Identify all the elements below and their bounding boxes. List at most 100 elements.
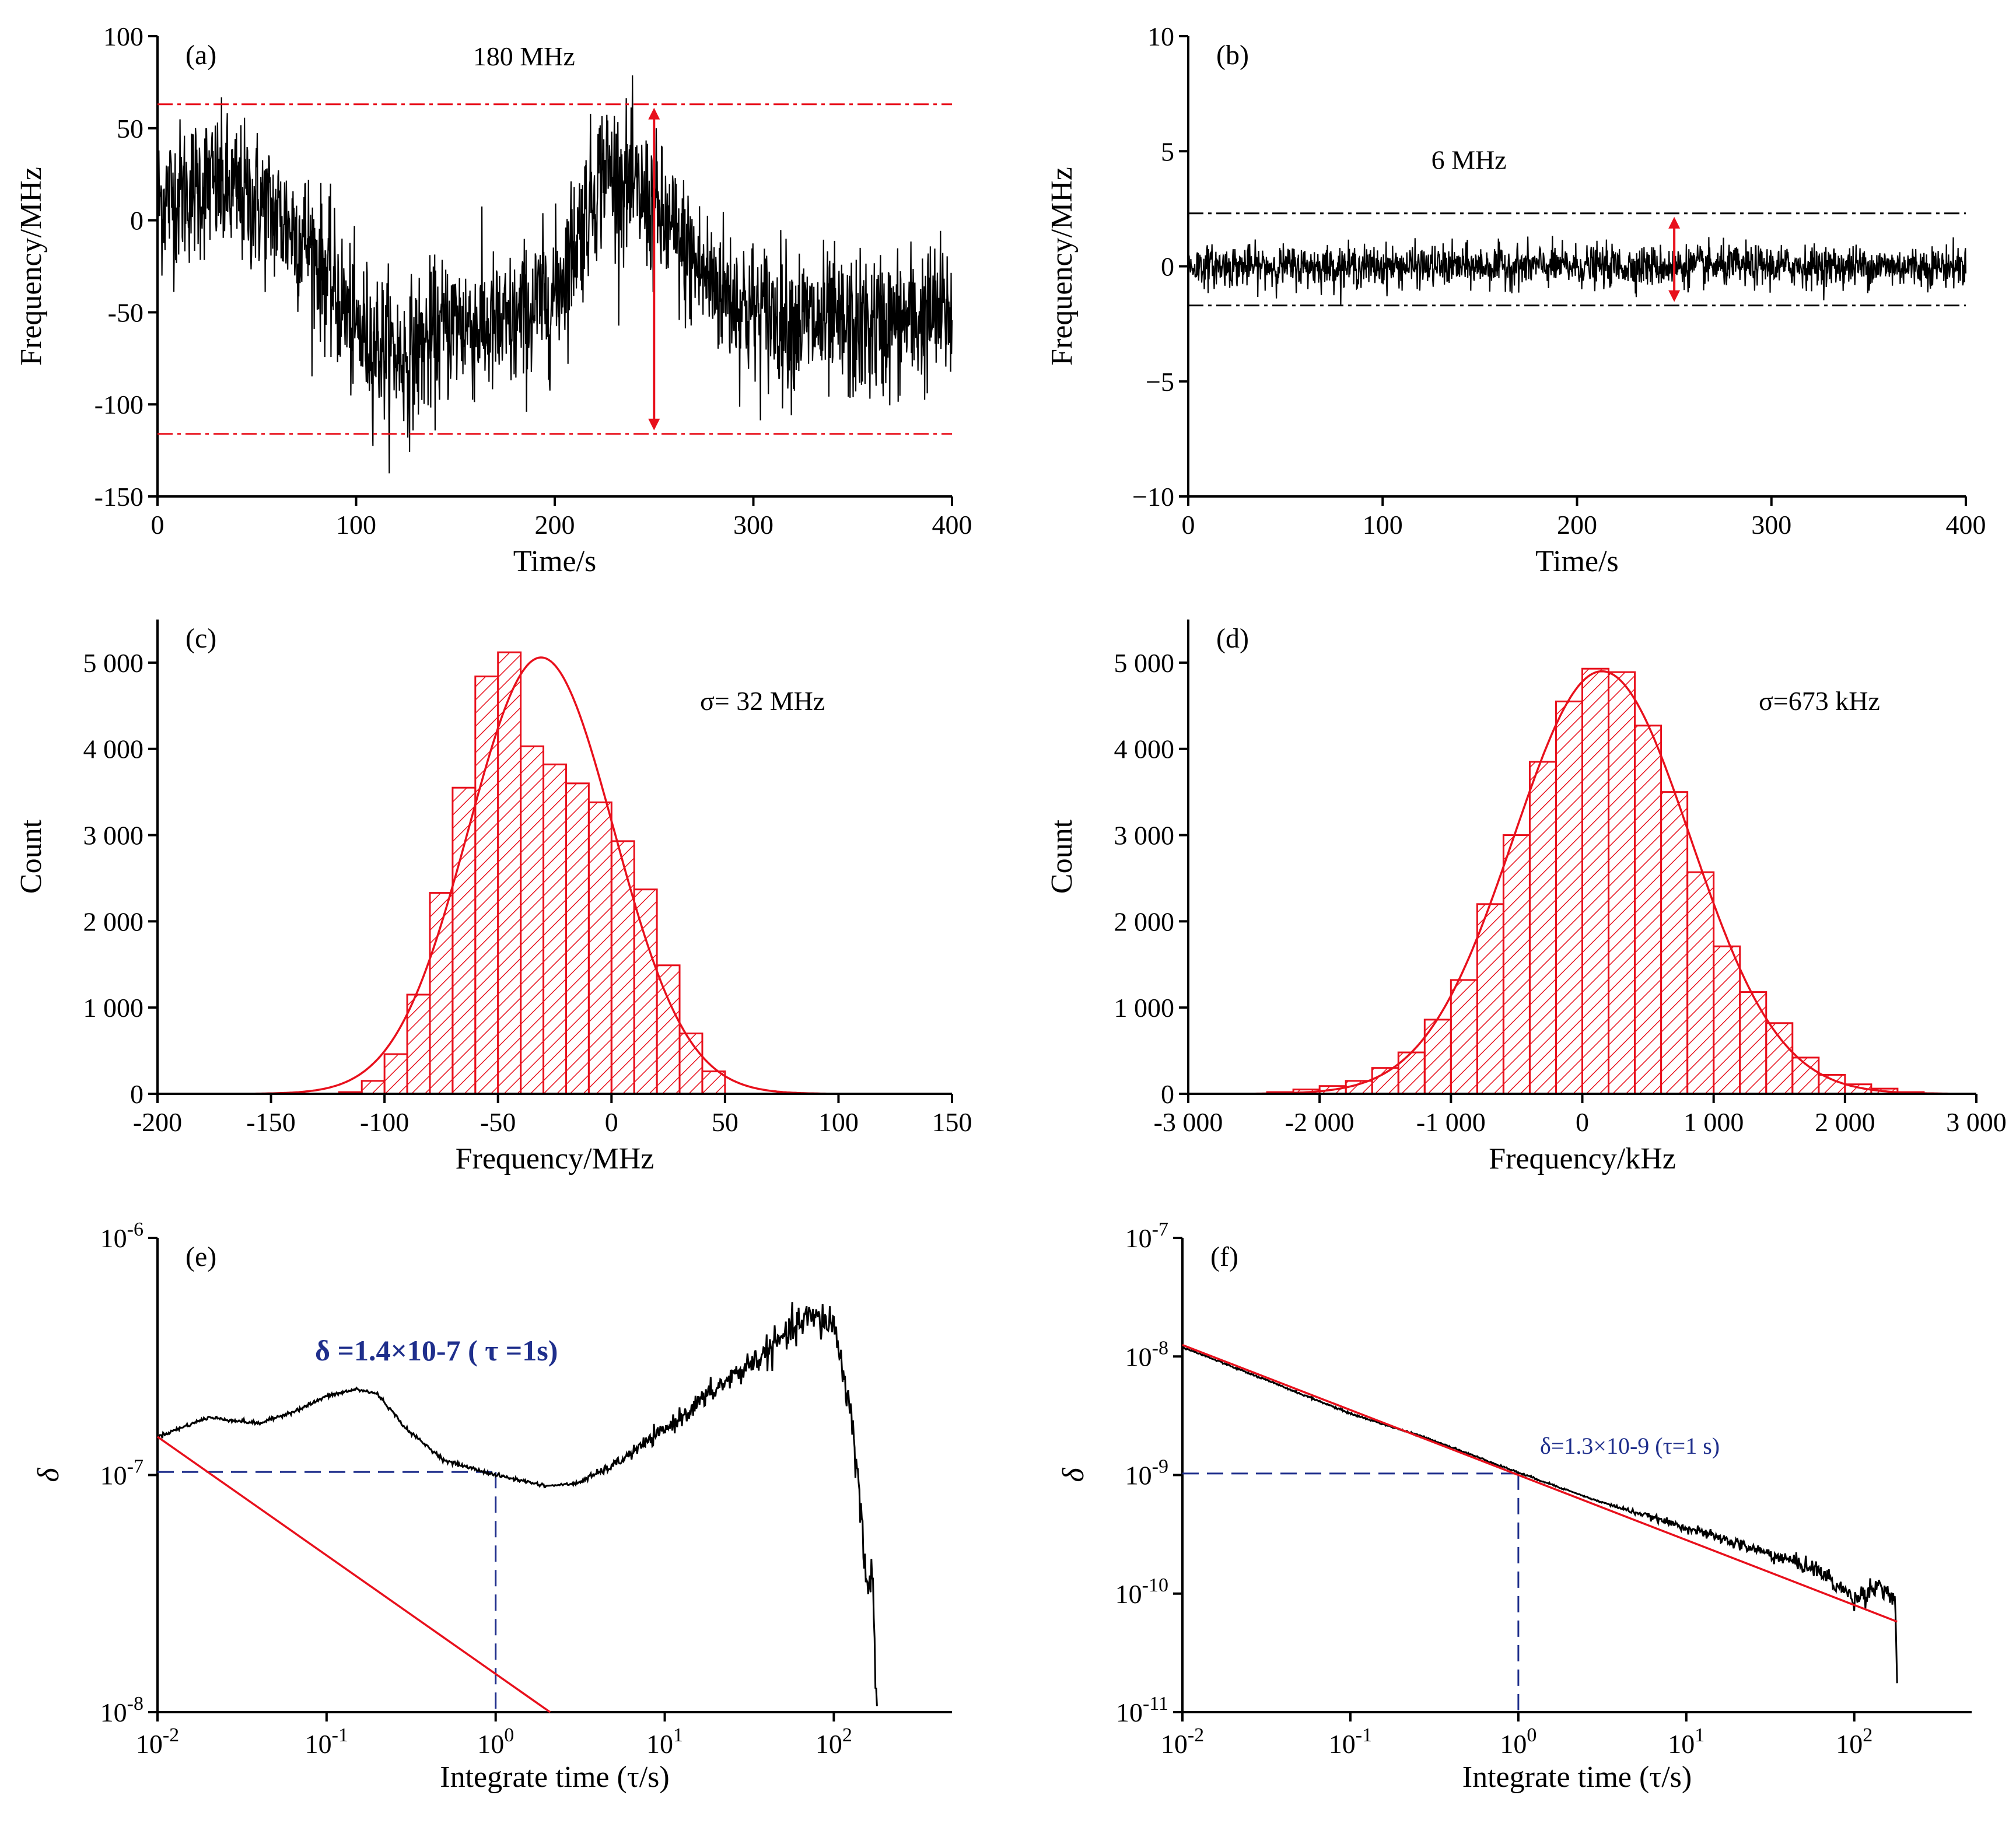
panel-c-bar	[406, 993, 431, 1095]
panel-c-bar	[383, 1053, 408, 1095]
panel-c-y-tick-label: 3 000	[83, 821, 144, 851]
panel-e-x-axis-label: Integrate time (τ/s)	[440, 1761, 669, 1794]
panel-c-bar	[610, 840, 635, 1095]
panel-c-bar	[656, 964, 681, 1095]
panel-d-bar	[1765, 1022, 1794, 1095]
panel-e-x-tick-label: 10-2	[136, 1724, 179, 1759]
panel-b-x-axis-label: Time/s	[1535, 545, 1619, 578]
panel-e-y-tick-label: 10-6	[100, 1219, 144, 1253]
panel-d-bar	[1739, 991, 1768, 1095]
panel-d-gaussian-fit	[1188, 670, 1976, 1095]
panel-c-bar	[452, 786, 477, 1095]
panel-e-fit-line	[156, 1436, 551, 1713]
panel-b-label: (b)	[1216, 40, 1249, 71]
panel-b-x-tick-label: 300	[1751, 510, 1791, 540]
panel-f-y-tick-label: 10-7	[1125, 1219, 1168, 1253]
panel-d-bar	[1528, 761, 1557, 1095]
panel-d-bar	[1476, 903, 1504, 1095]
panel-d-x-axis-label: Frequency/kHz	[1489, 1142, 1676, 1175]
panel-e-label: (e)	[186, 1241, 216, 1272]
panel-f-y-tick-label: 10-11	[1116, 1693, 1168, 1727]
panel-a-x-tick-label: 0	[151, 510, 164, 540]
panel-b-y-tick-label: 0	[1161, 252, 1174, 282]
panel-b-y-tick-label: −5	[1146, 367, 1174, 397]
panel-c-bar	[542, 763, 567, 1095]
panel-d-x-tick-label: 2 000	[1815, 1107, 1875, 1137]
panel-f-y-tick-label: 10-10	[1115, 1574, 1168, 1609]
panel-e-y-tick-label: 10-8	[100, 1693, 144, 1727]
panel-d-y-tick-label: 5 000	[1114, 648, 1175, 678]
panel-b-trace	[1187, 236, 1967, 305]
panel-a-y-tick-label: 0	[130, 206, 144, 236]
panel-e-y-axis-label: δ	[32, 1468, 65, 1482]
panel-e-x-tick-label: 10-1	[305, 1724, 348, 1759]
panel-b-y-axis-label: Frequency/MHz	[1045, 167, 1079, 366]
panel-f-delta-annotation: δ=1.3×10-9 (τ=1 s)	[1540, 1433, 1720, 1459]
panel-d-y-axis-label: Count	[1045, 819, 1079, 894]
panel-a-y-tick-label: 100	[103, 22, 144, 51]
panel-e-y-tick-label: 10-7	[100, 1456, 144, 1490]
panel-b-x-tick-label: 100	[1363, 510, 1403, 540]
panel-c-y-tick-label: 1 000	[83, 993, 144, 1023]
panel-d-x-tick-label: 1 000	[1684, 1107, 1744, 1137]
panel-c-y-tick-label: 5 000	[83, 648, 144, 678]
panel-c-x-tick-label: 150	[932, 1107, 972, 1137]
panel-e-x-tick-label: 100	[477, 1724, 514, 1759]
panel-f: 10-2 10-1 100 101 102 10-11 10-10 10-9 10-8 10-7 δ…	[1057, 1219, 1972, 1794]
panel-e-x-tick-label: 101	[646, 1724, 683, 1759]
panel-c-x-axis-label: Frequency/MHz	[456, 1142, 654, 1175]
panel-b: 0 100 200 300 400 −10 −5 0 5 10 6 MHz (b) Time/s Freq…	[1045, 22, 1986, 578]
panel-a-x-tick-label: 200	[535, 510, 575, 540]
panel-d-y-tick-label: 0	[1161, 1079, 1174, 1109]
panel-f-y-tick-label: 10-8	[1125, 1337, 1168, 1371]
panel-d-x-tick-label: -1 000	[1416, 1107, 1486, 1137]
panel-c-y-tick-label: 0	[130, 1079, 144, 1109]
panel-d-label: (d)	[1216, 623, 1249, 654]
panel-f-x-tick-label: 10-2	[1161, 1724, 1204, 1759]
panel-d-y-tick-label: 1 000	[1114, 993, 1175, 1023]
panel-c-y-tick-label: 4 000	[83, 734, 144, 764]
panel-c-x-tick-label: -200	[133, 1107, 182, 1137]
panel-e: 10-2 10-1 100 101 102 10-8 10-7 10-6 δ =1.4×10-7…	[32, 1219, 952, 1794]
panel-c-bar	[520, 745, 545, 1095]
panel-c-bar	[633, 888, 658, 1095]
panel-d-bar	[1450, 979, 1478, 1095]
panel-c-bar	[360, 1080, 386, 1095]
panel-a-y-tick-label: -50	[108, 298, 144, 327]
panel-d-bar	[1555, 700, 1583, 1095]
panel-f-label: (f)	[1210, 1241, 1238, 1272]
panel-b-y-tick-label: 10	[1147, 22, 1174, 51]
panel-a-y-tick-label: -100	[94, 390, 144, 419]
panel-d-x-tick-label: 0	[1576, 1107, 1589, 1137]
panel-d-bar	[1397, 1051, 1426, 1095]
panel-d-sigma-label: σ=673 kHz	[1759, 686, 1880, 716]
panel-a-label: (a)	[186, 40, 216, 71]
panel-f-y-axis-label: δ	[1057, 1468, 1090, 1482]
panel-d-y-tick-label: 2 000	[1114, 907, 1175, 936]
panel-a-trace	[156, 75, 953, 474]
panel-a-x-tick-label: 400	[932, 510, 972, 540]
panel-b-y-tick-label: 5	[1161, 137, 1174, 166]
panel-d-y-tick-label: 4 000	[1114, 734, 1175, 764]
panel-f-x-tick-label: 100	[1500, 1724, 1536, 1759]
panel-d-bar	[1686, 871, 1715, 1095]
panel-c-bar	[474, 676, 499, 1095]
panel-f-x-tick-label: 101	[1668, 1724, 1704, 1759]
panel-c-bar	[587, 801, 612, 1095]
panel-f-x-tick-label: 10-1	[1329, 1724, 1372, 1759]
panel-c-x-tick-label: 0	[605, 1107, 618, 1137]
panel-d-bar	[1660, 791, 1689, 1095]
panel-c-x-tick-label: 50	[712, 1107, 738, 1137]
panel-b-range-annotation: 6 MHz	[1432, 145, 1507, 174]
panel-d: -3 000 -2 000 -1 000 0 1 000 2 000 3 000 0 1 000…	[1045, 620, 2007, 1175]
panel-f-x-axis-label: Integrate time (τ/s)	[1462, 1761, 1692, 1794]
panel-c-x-tick-label: 100	[818, 1107, 859, 1137]
panel-b-x-tick-label: 400	[1946, 510, 1986, 540]
panel-a-x-tick-label: 300	[733, 510, 774, 540]
panel-d-bar	[1634, 725, 1662, 1095]
panel-c-x-tick-label: -50	[480, 1107, 516, 1137]
panel-d-bar	[1713, 945, 1741, 1095]
panel-e-allan-trace	[156, 1302, 878, 1706]
panel-b-y-tick-label: −10	[1132, 482, 1174, 512]
panel-f-allan-trace	[1181, 1345, 1898, 1684]
